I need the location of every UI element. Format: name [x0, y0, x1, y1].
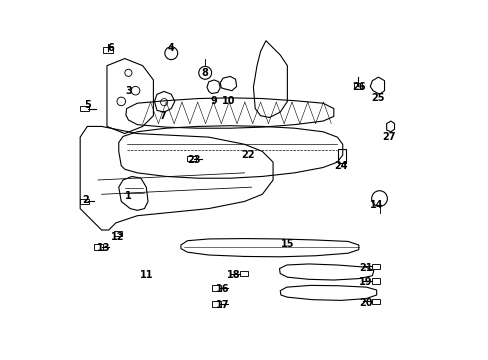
Text: 12: 12 [111, 232, 124, 242]
Text: 11: 11 [139, 270, 153, 280]
Text: 15: 15 [280, 239, 293, 249]
Text: 17: 17 [216, 300, 229, 310]
Text: 4: 4 [167, 43, 174, 53]
Text: 16: 16 [216, 284, 229, 294]
Text: 1: 1 [125, 191, 131, 201]
Bar [372, 278, 380, 284]
Text: 8: 8 [202, 68, 208, 78]
Text: 14: 14 [369, 200, 383, 210]
Text: 13: 13 [97, 243, 110, 253]
Text: 2: 2 [82, 195, 89, 204]
Text: 26: 26 [351, 82, 365, 92]
Bar [186, 156, 195, 161]
Text: 27: 27 [382, 132, 395, 142]
Bar [353, 83, 362, 89]
Bar [372, 298, 380, 304]
Text: 25: 25 [371, 93, 385, 103]
Bar [114, 231, 122, 237]
Bar [372, 264, 380, 269]
Text: 3: 3 [125, 86, 131, 96]
Text: 23: 23 [187, 156, 201, 165]
Bar [337, 149, 345, 163]
Text: 5: 5 [84, 100, 90, 110]
Text: 19: 19 [359, 277, 372, 287]
Text: 18: 18 [226, 270, 240, 280]
Bar [94, 244, 102, 250]
Text: 24: 24 [333, 161, 347, 171]
Text: 21: 21 [359, 262, 372, 273]
Bar [80, 199, 89, 204]
Bar [80, 106, 89, 111]
Text: 20: 20 [359, 298, 372, 308]
Bar [240, 271, 247, 276]
Text: 6: 6 [107, 43, 114, 53]
Bar [212, 285, 221, 291]
Bar [103, 47, 112, 53]
Text: 22: 22 [241, 150, 254, 160]
Text: 7: 7 [159, 111, 165, 121]
Bar [212, 301, 221, 307]
Text: 9: 9 [210, 96, 217, 107]
Text: 10: 10 [221, 96, 235, 107]
